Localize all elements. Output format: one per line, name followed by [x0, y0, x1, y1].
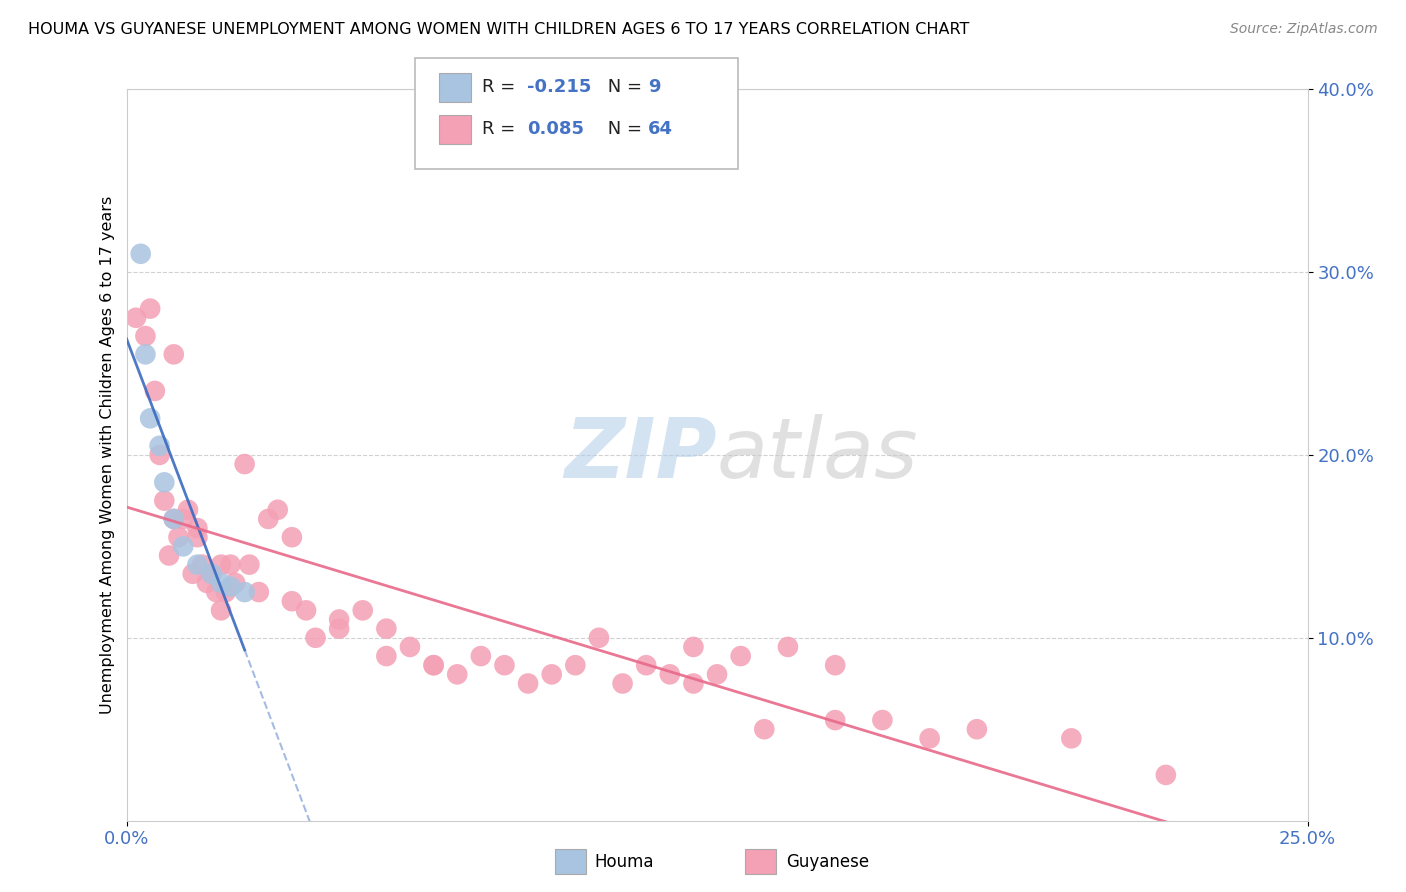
Point	[191, 558, 214, 572]
Point	[209, 576, 232, 591]
Point	[257, 512, 280, 526]
Point	[612, 676, 634, 690]
Point	[167, 530, 190, 544]
Point	[776, 640, 799, 654]
Point	[1154, 768, 1177, 782]
Point	[422, 658, 444, 673]
Point	[328, 613, 350, 627]
Point	[754, 723, 776, 737]
Text: atlas: atlas	[717, 415, 918, 495]
Point	[186, 558, 208, 572]
Text: Source: ZipAtlas.com: Source: ZipAtlas.com	[1230, 22, 1378, 37]
Point	[824, 713, 846, 727]
Text: -0.215: -0.215	[527, 78, 592, 96]
Point	[295, 603, 318, 617]
Point	[375, 622, 398, 636]
Point	[177, 503, 200, 517]
Point	[304, 631, 326, 645]
Point	[352, 603, 374, 617]
Point	[219, 558, 242, 572]
Point	[200, 566, 222, 581]
Text: N =: N =	[602, 120, 648, 138]
Point	[139, 301, 162, 316]
Point	[139, 411, 162, 425]
Y-axis label: Unemployment Among Women with Children Ages 6 to 17 years: Unemployment Among Women with Children A…	[100, 196, 115, 714]
Point	[157, 549, 180, 563]
Point	[238, 558, 260, 572]
Point	[181, 566, 204, 581]
Point	[966, 723, 988, 737]
Point	[281, 594, 304, 608]
Point	[517, 676, 540, 690]
Point	[281, 530, 304, 544]
Text: Houma: Houma	[595, 853, 654, 871]
Point	[399, 640, 422, 654]
Point	[267, 503, 290, 517]
Point	[163, 347, 186, 361]
Point	[186, 530, 208, 544]
Point	[564, 658, 586, 673]
Point	[209, 603, 232, 617]
Text: Guyanese: Guyanese	[786, 853, 869, 871]
Point	[540, 667, 562, 681]
Point	[658, 667, 681, 681]
Point	[129, 246, 152, 260]
Point	[219, 580, 242, 594]
Point	[163, 512, 186, 526]
Point	[172, 512, 194, 526]
Point	[494, 658, 516, 673]
Point	[149, 439, 172, 453]
Point	[143, 384, 166, 398]
Text: R =: R =	[482, 78, 522, 96]
Point	[636, 658, 658, 673]
Text: ZIP: ZIP	[564, 415, 717, 495]
Point	[682, 640, 704, 654]
Text: R =: R =	[482, 120, 522, 138]
Point	[422, 658, 444, 673]
Point	[233, 585, 256, 599]
Point	[195, 576, 218, 591]
Point	[328, 622, 350, 636]
Point	[153, 493, 176, 508]
Point	[824, 658, 846, 673]
Point	[205, 585, 228, 599]
Text: HOUMA VS GUYANESE UNEMPLOYMENT AMONG WOMEN WITH CHILDREN AGES 6 TO 17 YEARS CORR: HOUMA VS GUYANESE UNEMPLOYMENT AMONG WOM…	[28, 22, 970, 37]
Point	[706, 667, 728, 681]
Point	[186, 521, 208, 535]
Text: N =: N =	[602, 78, 648, 96]
Point	[233, 457, 256, 471]
Point	[1060, 731, 1083, 746]
Point	[682, 676, 704, 690]
Point	[134, 347, 156, 361]
Point	[375, 649, 398, 664]
Point	[224, 576, 246, 591]
Point	[215, 585, 238, 599]
Point	[125, 310, 148, 325]
Point	[588, 631, 610, 645]
Text: 9: 9	[648, 78, 661, 96]
Point	[200, 566, 222, 581]
Point	[209, 558, 232, 572]
Point	[153, 475, 176, 490]
Point	[149, 448, 172, 462]
Point	[470, 649, 492, 664]
Point	[730, 649, 752, 664]
Point	[872, 713, 894, 727]
Point	[172, 539, 194, 553]
Point	[918, 731, 941, 746]
Text: 0.085: 0.085	[527, 120, 585, 138]
Point	[446, 667, 468, 681]
Point	[134, 329, 156, 343]
Point	[163, 512, 186, 526]
Text: 64: 64	[648, 120, 673, 138]
Point	[247, 585, 270, 599]
